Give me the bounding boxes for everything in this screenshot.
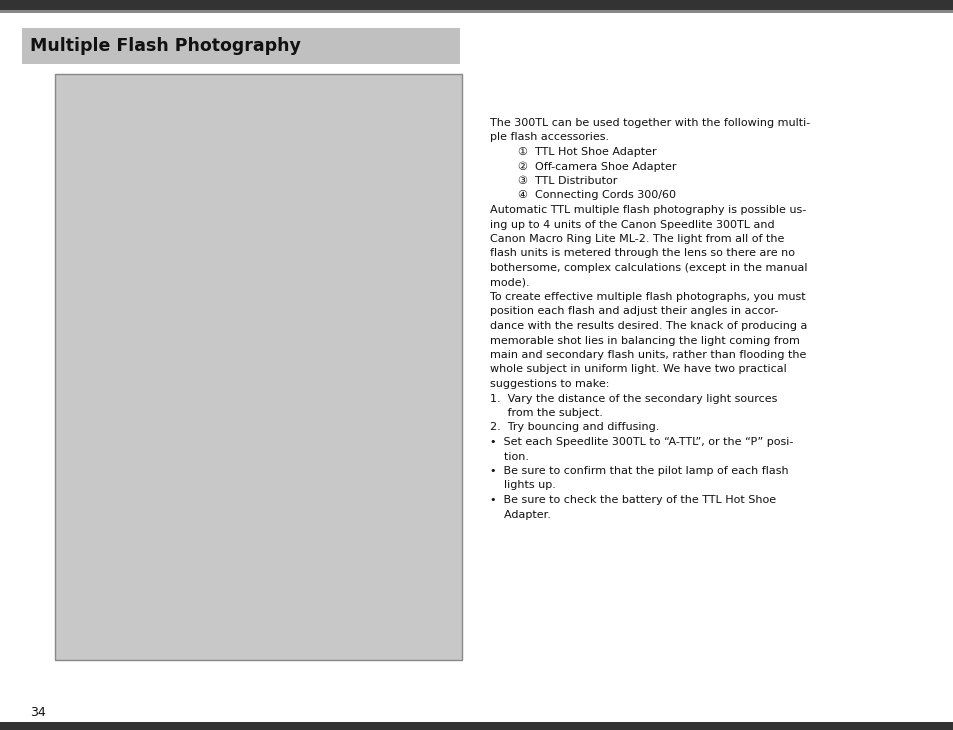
Text: lights up.: lights up. [490,480,556,491]
Text: bothersome, complex calculations (except in the manual: bothersome, complex calculations (except… [490,263,806,273]
Text: mode).: mode). [490,277,529,288]
Bar [22,28,459,64]
Text: position each flash and adjust their angles in accor-: position each flash and adjust their ang… [490,307,778,317]
Text: main and secondary flash units, rather than flooding the: main and secondary flash units, rather t… [490,350,805,360]
Text: Canon Macro Ring Lite ML-2. The light from all of the: Canon Macro Ring Lite ML-2. The light fr… [490,234,783,244]
Text: memorable shot lies in balancing the light coming from: memorable shot lies in balancing the lig… [490,336,799,345]
Text: dance with the results desired. The knack of producing a: dance with the results desired. The knac… [490,321,806,331]
Text: Automatic TTL multiple flash photography is possible us-: Automatic TTL multiple flash photography… [490,205,805,215]
Text: ③  TTL Distributor: ③ TTL Distributor [517,176,617,186]
Text: ing up to 4 units of the Canon Speedlite 300TL and: ing up to 4 units of the Canon Speedlite… [490,220,774,229]
Text: suggestions to make:: suggestions to make: [490,379,609,389]
Bar [0,10,953,13]
Text: 1.  Vary the distance of the secondary light sources: 1. Vary the distance of the secondary li… [490,393,777,404]
Text: ②  Off-camera Shoe Adapter: ② Off-camera Shoe Adapter [517,161,676,172]
Text: The 300TL can be used together with the following multi-: The 300TL can be used together with the … [490,118,809,128]
Text: •  Set each Speedlite 300TL to “A-TTL”, or the “P” posi-: • Set each Speedlite 300TL to “A-TTL”, o… [490,437,793,447]
Text: Adapter.: Adapter. [490,510,550,520]
Bar [55,74,461,660]
Text: •  Be sure to check the battery of the TTL Hot Shoe: • Be sure to check the battery of the TT… [490,495,776,505]
Text: from the subject.: from the subject. [490,408,602,418]
Bar [0,0,953,10]
Text: 2.  Try bouncing and diffusing.: 2. Try bouncing and diffusing. [490,423,659,432]
Text: •  Be sure to confirm that the pilot lamp of each flash: • Be sure to confirm that the pilot lamp… [490,466,788,476]
Text: To create effective multiple flash photographs, you must: To create effective multiple flash photo… [490,292,804,302]
Bar [0,722,953,730]
Text: 34: 34 [30,705,46,718]
Text: Multiple Flash Photography: Multiple Flash Photography [30,37,300,55]
Text: ④  Connecting Cords 300/60: ④ Connecting Cords 300/60 [517,191,676,201]
Text: ①  TTL Hot Shoe Adapter: ① TTL Hot Shoe Adapter [517,147,656,157]
Text: whole subject in uniform light. We have two practical: whole subject in uniform light. We have … [490,364,786,374]
Text: ple flash accessories.: ple flash accessories. [490,133,608,142]
Text: flash units is metered through the lens so there are no: flash units is metered through the lens … [490,248,794,258]
Text: tion.: tion. [490,451,529,461]
